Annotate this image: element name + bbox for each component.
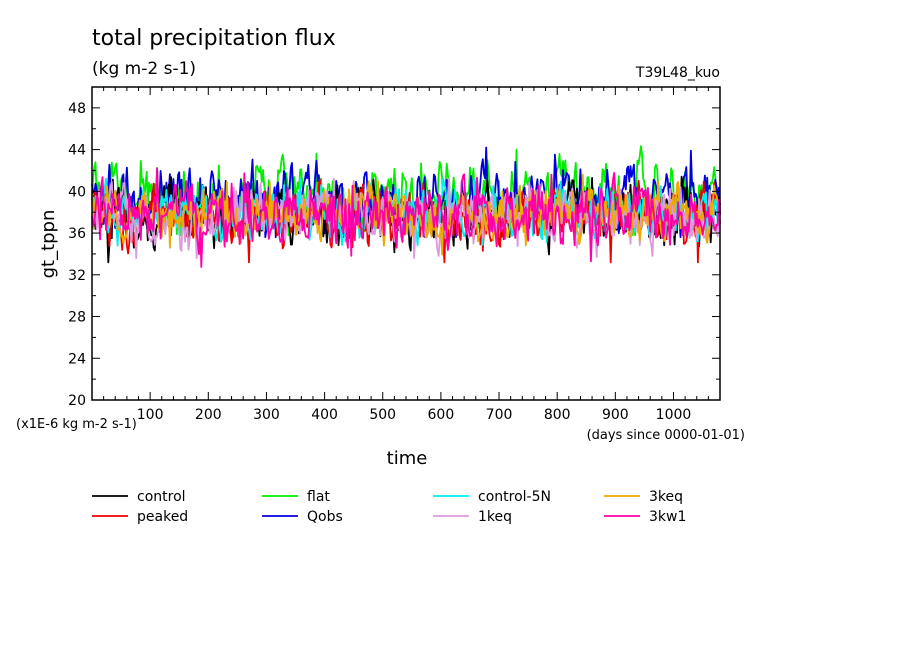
x-tick-label: 600 — [428, 407, 455, 423]
y-tick-label: 48 — [68, 101, 86, 117]
legend-label: 3keq — [649, 489, 683, 505]
x-tick-label: 700 — [486, 407, 513, 423]
chart-title: total precipitation flux — [92, 26, 336, 51]
y-tick-label: 24 — [68, 351, 86, 367]
y-tick-label: 28 — [68, 310, 86, 326]
x-tick-label: 900 — [602, 407, 629, 423]
series-line-3kw1 — [91, 167, 721, 268]
chart-subtitle: (kg m-2 s-1) — [92, 59, 196, 79]
legend: control flat control-5N 3keq peaked Qobs 1keq 3… — [92, 489, 686, 525]
x-tick-label: 500 — [369, 407, 396, 423]
legend-label: 1keq — [478, 509, 512, 525]
x-tick-label: 800 — [544, 407, 571, 423]
series-layer — [91, 145, 721, 268]
y-tick-label: 40 — [68, 184, 86, 200]
y-tick-label: 44 — [68, 143, 86, 159]
legend-label: peaked — [137, 509, 188, 525]
legend-label: flat — [307, 489, 330, 505]
legend-label: control-5N — [478, 489, 551, 505]
y-axis-units: (x1E-6 kg m-2 s-1) — [16, 417, 137, 432]
run-label: T39L48_kuo — [635, 65, 720, 81]
x-axis-units: (days since 0000-01-01) — [587, 428, 745, 443]
x-tick-label: 200 — [195, 407, 222, 423]
plot-frame — [91, 86, 721, 401]
x-tick-label: 400 — [311, 407, 338, 423]
tick-layer: 20 24 28 32 36 40 44 48 100 200 300 400 500 600 700 800… — [68, 86, 720, 423]
legend-label: 3kw1 — [649, 509, 686, 525]
x-tick-label: 1000 — [656, 407, 692, 423]
y-tick-label: 36 — [68, 226, 86, 242]
y-tick-label: 32 — [68, 268, 86, 284]
x-axis-label: time — [387, 448, 428, 469]
x-tick-label: 300 — [253, 407, 280, 423]
legend-label: Qobs — [307, 509, 343, 525]
y-axis-label: gt_tppn — [38, 210, 59, 279]
x-tick-label: 100 — [137, 407, 164, 423]
y-tick-label: 20 — [68, 393, 86, 409]
legend-label: control — [137, 489, 186, 505]
